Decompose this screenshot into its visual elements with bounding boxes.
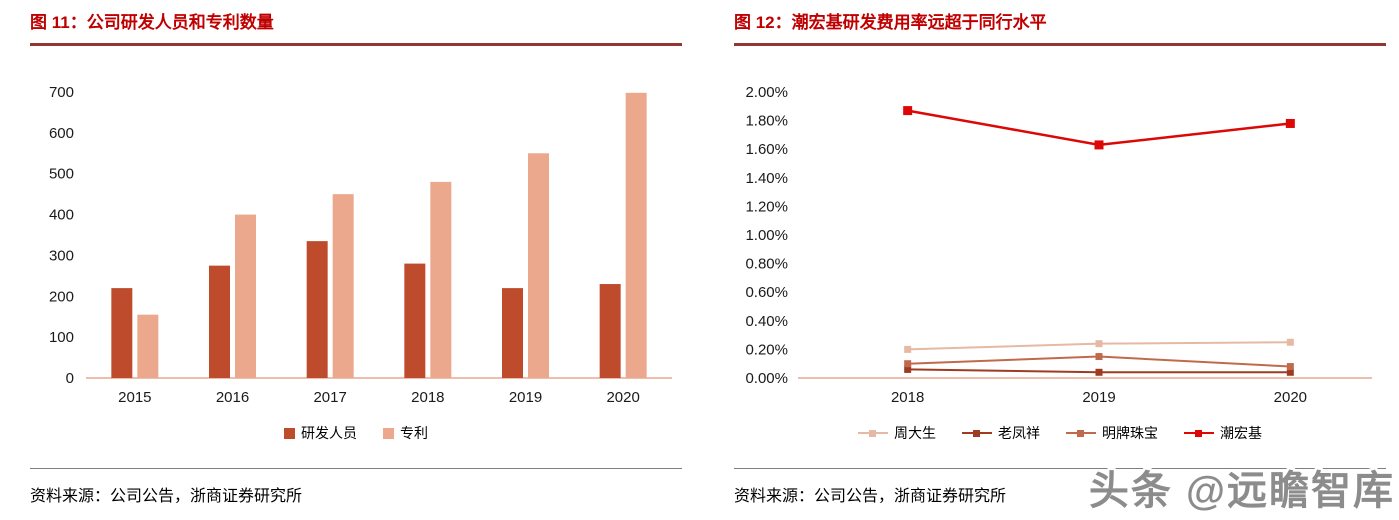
x-axis-tick-label: 2015 bbox=[118, 389, 151, 406]
y-axis-tick-label: 100 bbox=[49, 329, 74, 346]
y-axis-tick-label: 0.60% bbox=[745, 284, 788, 301]
series-marker bbox=[1095, 368, 1103, 376]
legend-swatch bbox=[284, 427, 295, 439]
legend-label: 明牌珠宝 bbox=[1102, 427, 1158, 442]
y-axis-tick-label: 700 bbox=[49, 84, 74, 101]
series-marker bbox=[904, 365, 912, 373]
legend-label: 研发人员 bbox=[301, 427, 357, 442]
figure-12-source-block: 资料来源：公司公告，浙商证券研究所 bbox=[734, 468, 1386, 512]
figure-12-title: 图 12：潮宏基研发费用率远超于同行水平 bbox=[734, 13, 1047, 32]
legend-swatch bbox=[383, 427, 394, 439]
y-axis-tick-label: 400 bbox=[49, 207, 74, 224]
y-axis-tick-label: 200 bbox=[49, 288, 74, 305]
bar bbox=[332, 194, 354, 378]
bar bbox=[209, 265, 230, 378]
series-marker bbox=[1094, 140, 1104, 150]
legend-line-marker bbox=[1184, 428, 1214, 439]
bar bbox=[404, 263, 426, 378]
bar bbox=[235, 214, 256, 378]
bar bbox=[430, 181, 452, 378]
figure-11-source-block: 资料来源：公司公告，浙商证券研究所 bbox=[30, 468, 682, 512]
legend-item: 研发人员 bbox=[284, 423, 357, 443]
x-axis-tick-label: 2020 bbox=[1274, 389, 1307, 406]
legend-item: 潮宏基 bbox=[1184, 423, 1262, 443]
line-chart-svg: 0.00% 0.20% 0.40% 0.60% 0.80% 1.00% 1.20% 1.40%… bbox=[745, 84, 1372, 406]
figure-11-source-text: 资料来源：公司公告，浙商证券研究所 bbox=[30, 488, 303, 505]
series-marker bbox=[1285, 118, 1295, 128]
legend-item: 专利 bbox=[383, 423, 428, 443]
legend-item: 老凤祥 bbox=[962, 423, 1040, 443]
x-axis-tick-label: 2018 bbox=[411, 389, 444, 406]
y-axis-tick-label: 1.80% bbox=[745, 113, 788, 130]
series-marker bbox=[903, 106, 913, 116]
legend-line-marker bbox=[1066, 428, 1096, 439]
figure-12-line-chart: 0.00% 0.20% 0.40% 0.60% 0.80% 1.00% 1.20% 1.40%… bbox=[734, 80, 1386, 419]
series-marker bbox=[1286, 363, 1294, 371]
bar bbox=[306, 241, 328, 378]
y-axis-tick-label: 600 bbox=[49, 125, 74, 142]
figure-12-source-text: 资料来源：公司公告，浙商证券研究所 bbox=[734, 488, 1007, 505]
legend-item: 明牌珠宝 bbox=[1066, 423, 1158, 443]
y-axis-tick-label: 500 bbox=[49, 166, 74, 183]
y-axis-tick-label: 0.40% bbox=[745, 313, 788, 330]
figure-11-title: 图 11：公司研发人员和专利数量 bbox=[30, 13, 274, 32]
series-line bbox=[907, 109, 1291, 147]
y-axis-tick-label: 300 bbox=[49, 247, 74, 264]
figure-12-title-rule bbox=[734, 43, 1386, 46]
y-axis-tick-label: 0 bbox=[66, 370, 74, 387]
legend-line-marker bbox=[858, 428, 888, 439]
x-axis-tick-label: 2019 bbox=[1082, 389, 1115, 406]
figure-11-legend: 研发人员 专利 bbox=[30, 423, 682, 443]
bar bbox=[599, 284, 621, 378]
series-marker bbox=[1286, 338, 1294, 346]
x-axis-tick-label: 2019 bbox=[509, 389, 542, 406]
bar-chart-svg: 0 100 200 300 400 500 600 700 2015 2016 2017 2018 20… bbox=[49, 84, 672, 406]
legend-item: 周大生 bbox=[858, 423, 936, 443]
bar bbox=[625, 92, 647, 378]
bar bbox=[528, 153, 549, 378]
legend-label: 专利 bbox=[400, 427, 428, 442]
y-axis-tick-label: 0.80% bbox=[745, 256, 788, 273]
y-axis-tick-label: 1.60% bbox=[745, 141, 788, 158]
figure-11-title-rule bbox=[30, 43, 682, 46]
x-axis-tick-label: 2016 bbox=[216, 389, 249, 406]
y-axis-tick-label: 2.00% bbox=[745, 84, 788, 101]
legend-label: 周大生 bbox=[894, 427, 936, 442]
bar bbox=[137, 314, 159, 378]
figure-11-bar-chart: 0 100 200 300 400 500 600 700 2015 2016 2017 2018 20… bbox=[30, 80, 682, 419]
series-marker bbox=[1095, 353, 1103, 361]
series-marker bbox=[1286, 368, 1294, 376]
figure-12-panel: 图 12：潮宏基研发费用率远超于同行水平 0.00% 0.20% 0.40% 0.60… bbox=[734, 12, 1386, 512]
figure-12-source-rule bbox=[734, 468, 1386, 469]
bar bbox=[111, 288, 133, 378]
bar bbox=[502, 288, 523, 378]
legend-label: 潮宏基 bbox=[1220, 427, 1262, 442]
figure-12-legend: 周大生 老凤祥 明牌珠宝 潮宏基 bbox=[734, 423, 1386, 443]
x-axis-tick-label: 2017 bbox=[313, 389, 346, 406]
y-axis-tick-label: 1.40% bbox=[745, 170, 788, 187]
legend-label: 老凤祥 bbox=[998, 427, 1040, 442]
figure-11-panel: 图 11：公司研发人员和专利数量 0 100 200 300 400 500 600 700 2… bbox=[30, 12, 682, 512]
y-axis-tick-label: 0.00% bbox=[745, 370, 788, 387]
y-axis-tick-label: 1.00% bbox=[745, 227, 788, 244]
series-marker bbox=[904, 360, 912, 368]
x-axis-tick-label: 2018 bbox=[891, 389, 924, 406]
y-axis-tick-label: 1.20% bbox=[745, 198, 788, 215]
x-axis-tick-label: 2020 bbox=[606, 389, 639, 406]
series-marker bbox=[1095, 340, 1103, 348]
y-axis-tick-label: 0.20% bbox=[745, 341, 788, 358]
figure-11-source-rule bbox=[30, 468, 682, 469]
series-marker bbox=[904, 345, 912, 353]
legend-line-marker bbox=[962, 428, 992, 439]
